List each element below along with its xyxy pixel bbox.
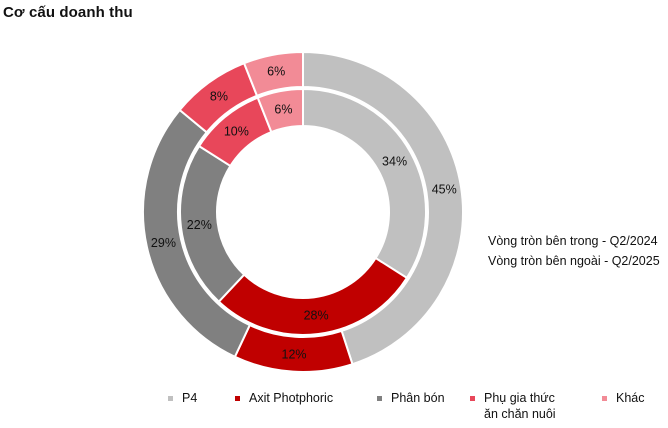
legend-item: Khác — [602, 390, 645, 406]
outer-label-phu-gia-thuc-an-chan-nuoi: 8% — [210, 89, 228, 103]
inner-label-axit-photphoric: 28% — [304, 309, 329, 323]
inner-slice-khac — [256, 87, 304, 134]
outer-slice-khac — [242, 50, 304, 98]
legend-item: Phụ gia thức ăn chăn nuôi — [470, 390, 556, 422]
inner-label-phan-bon: 22% — [187, 218, 212, 232]
legend-label: Phân bón — [391, 391, 445, 405]
inner-label-phu-gia-thuc-an-chan-nuoi: 10% — [224, 124, 249, 138]
legend-item: Axit Photphoric — [235, 390, 333, 406]
chart-title: Cơ cấu doanh thu — [3, 4, 133, 21]
inner-ring-note: Vòng tròn bên trong - Q2/2024 — [488, 234, 658, 248]
outer-slice-p4 — [302, 50, 464, 366]
legend-swatch-icon — [168, 396, 173, 401]
outer-label-phan-bon: 29% — [151, 236, 176, 250]
outer-label-khac: 6% — [267, 65, 285, 79]
legend-label: Axit Photphoric — [249, 391, 334, 405]
legend-label: P4 — [182, 391, 198, 405]
outer-label-axit-photphoric: 12% — [282, 348, 307, 362]
legend-swatch-icon — [377, 396, 382, 401]
legend-swatch-icon — [470, 396, 475, 401]
legend-item: Phân bón — [377, 390, 445, 406]
outer-ring-note: Vòng tròn bên ngoài - Q2/2025 — [488, 254, 660, 268]
inner-label-khac: 6% — [274, 102, 292, 116]
legend-swatch-icon — [235, 396, 240, 401]
outer-label-p4: 45% — [432, 183, 457, 197]
legend-label: Phụ gia thức ăn chăn nuôi — [484, 391, 556, 421]
legend-swatch-icon — [602, 396, 607, 401]
inner-label-p4: 34% — [382, 155, 407, 169]
chart-legend: P4 Axit Photphoric Phân bón Phụ gia thức ăn … — [0, 384, 668, 428]
legend-item: P4 — [168, 390, 197, 406]
inner-slice-p4 — [302, 87, 427, 280]
legend-label: Khác — [616, 391, 645, 405]
